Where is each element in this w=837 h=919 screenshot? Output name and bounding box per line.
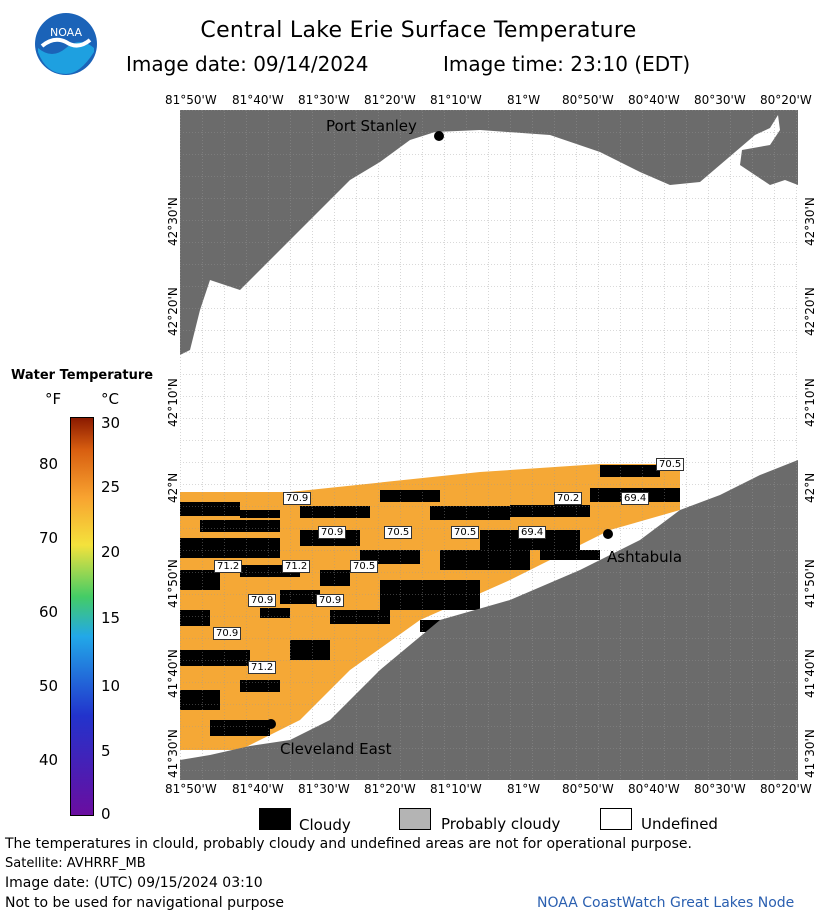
temp-label: 70.5 — [384, 526, 413, 539]
lat-tick-left: 41°40'N — [166, 649, 180, 698]
legend-unit-f: °F — [45, 390, 62, 408]
legend-f-tick: 40 — [39, 751, 59, 769]
lon-tick-bottom: 80°50'W — [562, 782, 614, 796]
temp-label: 70.5 — [451, 526, 480, 539]
lon-tick-bottom: 81°50'W — [165, 782, 217, 796]
temp-label: 70.5 — [656, 458, 685, 471]
lon-tick-top: 81°10'W — [430, 93, 482, 107]
lon-tick-top: 80°20'W — [760, 93, 812, 107]
lon-tick-top: 81°30'W — [298, 93, 350, 107]
utc-date-text: Image date: (UTC) 09/15/2024 03:10 — [5, 875, 263, 891]
temp-label: 70.9 — [213, 627, 242, 640]
legend-f-tick: 50 — [39, 677, 59, 695]
lat-tick-right: 42°30'N — [803, 197, 817, 246]
credit-text: NOAA CoastWatch Great Lakes Node — [537, 895, 795, 911]
lon-tick-bottom: 80°40'W — [628, 782, 680, 796]
temp-label: 70.9 — [248, 594, 277, 607]
noaa-logo: NOAA — [35, 13, 97, 75]
lon-tick-bottom: 80°20'W — [760, 782, 812, 796]
lon-tick-bottom: 80°30'W — [694, 782, 746, 796]
lat-tick-right: 42°20'N — [803, 287, 817, 336]
temp-label: 71.2 — [214, 560, 243, 573]
temp-label: 69.4 — [621, 492, 650, 505]
lat-tick-left: 42°20'N — [166, 287, 180, 336]
ashtabula-marker — [603, 529, 613, 539]
lon-tick-bottom: 81°W — [507, 782, 541, 796]
temp-label: 70.2 — [554, 492, 583, 505]
map-title: Central Lake Erie Surface Temperature — [200, 18, 637, 43]
legend-c-tick: 15 — [101, 609, 121, 627]
legend-f-tick: 60 — [39, 603, 59, 621]
lon-tick-bottom: 81°30'W — [298, 782, 350, 796]
lat-tick-left: 42°10'N — [166, 378, 180, 427]
lon-tick-top: 81°40'W — [232, 93, 284, 107]
probably-cloudy-label: Probably cloudy — [441, 815, 561, 833]
temp-label: 70.9 — [283, 492, 312, 505]
legend-c-tick: 25 — [101, 478, 121, 496]
legend-title: Water Temperature — [11, 368, 154, 383]
legend-f-tick: 80 — [39, 455, 59, 473]
temp-label: 71.2 — [282, 560, 311, 573]
lon-tick-bottom: 81°40'W — [232, 782, 284, 796]
probably-cloudy-swatch — [399, 808, 431, 830]
lon-tick-bottom: 81°20'W — [364, 782, 416, 796]
image-time: Image time: 23:10 (EDT) — [443, 52, 691, 76]
navigation-note: Not to be used for navigational purpose — [5, 895, 284, 911]
legend-c-tick: 20 — [101, 543, 121, 561]
legend-unit-c: °C — [101, 390, 119, 408]
legend-c-tick: 0 — [101, 805, 111, 823]
lat-tick-left: 42°30'N — [166, 197, 180, 246]
satellite-text: Satellite: AVHRRF_MB — [5, 856, 146, 871]
temp-label: 70.9 — [318, 526, 347, 539]
lon-tick-top: 80°30'W — [694, 93, 746, 107]
lat-tick-left: 42°N — [166, 472, 180, 503]
lake-map — [180, 110, 798, 780]
lon-tick-top: 80°40'W — [628, 93, 680, 107]
lon-tick-bottom: 81°10'W — [430, 782, 482, 796]
lat-tick-left: 41°30'N — [166, 729, 180, 778]
port-stanley-label: Port Stanley — [326, 117, 417, 135]
cloudy-swatch — [259, 808, 291, 830]
temp-label: 70.9 — [316, 594, 345, 607]
legend-f-tick: 70 — [39, 529, 59, 547]
undefined-label: Undefined — [641, 815, 718, 833]
lon-tick-top: 80°50'W — [562, 93, 614, 107]
lat-tick-left: 41°50'N — [166, 559, 180, 608]
lon-tick-top: 81°W — [507, 93, 541, 107]
legend-c-tick: 5 — [101, 742, 111, 760]
lat-tick-right: 41°40'N — [803, 649, 817, 698]
lat-tick-right: 42°10'N — [803, 378, 817, 427]
logo-text: NOAA — [50, 26, 83, 39]
cleveland-east-label: Cleveland East — [280, 740, 392, 758]
temp-label: 69.4 — [518, 526, 547, 539]
port-stanley-marker — [434, 131, 444, 141]
temperature-colorbar — [70, 417, 94, 816]
lon-tick-top: 81°50'W — [165, 93, 217, 107]
image-date: Image date: 09/14/2024 — [126, 52, 369, 76]
cleveland-east-marker — [266, 719, 276, 729]
undefined-swatch — [600, 808, 632, 830]
temp-label: 70.5 — [350, 560, 379, 573]
cloudy-label: Cloudy — [299, 816, 351, 834]
temp-label: 71.2 — [248, 661, 277, 674]
lon-tick-top: 81°20'W — [364, 93, 416, 107]
legend-c-tick: 30 — [101, 414, 121, 432]
lat-tick-right: 42°N — [803, 472, 817, 503]
ashtabula-label: Ashtabula — [607, 548, 683, 566]
legend-c-tick: 10 — [101, 677, 121, 695]
disclaimer-text: The temperatures in clould, probably clo… — [5, 836, 692, 852]
lat-tick-right: 41°50'N — [803, 559, 817, 608]
lat-tick-right: 41°30'N — [803, 729, 817, 778]
